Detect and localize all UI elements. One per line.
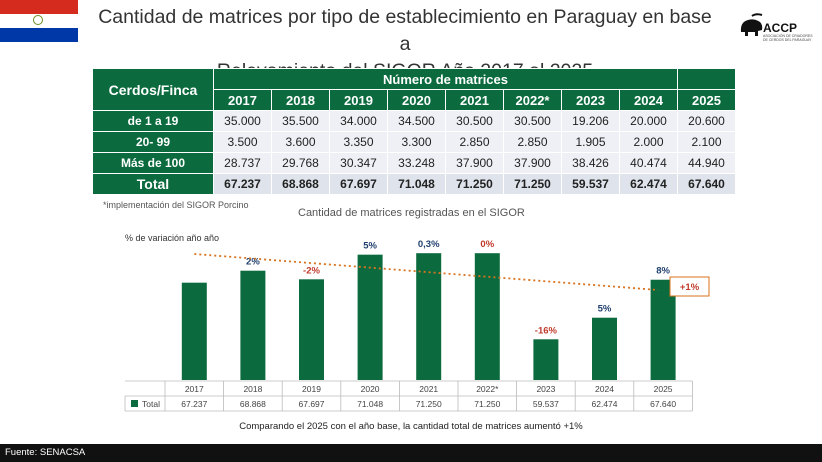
value-label: 71.250: [416, 399, 442, 409]
bar: [357, 254, 383, 380]
value-label: 71.048: [357, 399, 383, 409]
table-cell: 71.250: [445, 173, 504, 195]
value-label: 59.537: [533, 399, 559, 409]
year-header: 2024: [619, 89, 678, 111]
row-label: Más de 100: [92, 152, 214, 174]
table-cell: 67.237: [213, 173, 272, 195]
row-label: Total: [92, 173, 214, 195]
pig-logo-icon: [740, 13, 763, 36]
table-cell: 1.905: [561, 131, 620, 153]
table-cell: 30.347: [329, 152, 388, 174]
table-cell: 40.474: [619, 152, 678, 174]
value-label: 68.868: [240, 399, 266, 409]
variation-label: 0%: [480, 239, 494, 250]
table-cell: 71.048: [387, 173, 446, 195]
chart-title: Cantidad de matrices registradas en el S…: [298, 207, 525, 219]
table-cell: 3.500: [213, 131, 272, 153]
table-cell: 35.500: [271, 110, 330, 132]
year-header-last: 2025: [677, 89, 736, 111]
bar: [240, 270, 266, 380]
table-row: Más de 100 28.737 29.768 30.347 33.248 37.900…: [92, 152, 736, 174]
flag-seal-icon: [33, 15, 43, 25]
value-label: 62.474: [592, 399, 618, 409]
table-cell-last: 44.940: [677, 152, 736, 174]
table-cell-last: 20.600: [677, 110, 736, 132]
legend-label: Total: [142, 399, 160, 409]
table-row: de 1 a 19 35.000 35.500 34.000 34.500 30.500 3…: [92, 110, 736, 132]
variation-label: 5%: [598, 304, 612, 315]
group-header: Número de matrices: [213, 68, 678, 90]
footer-bar: Fuente: SENACSA: [0, 444, 822, 462]
table-cell: 59.537: [561, 173, 620, 195]
category-label: 2023: [536, 384, 555, 394]
row-label: 20- 99: [92, 131, 214, 153]
category-label: 2025: [654, 384, 673, 394]
table-cell: 33.248: [387, 152, 446, 174]
paraguay-flag: [0, 0, 78, 42]
table-cell: 3.600: [271, 131, 330, 153]
year-header: 2018: [271, 89, 330, 111]
table-cell: 35.000: [213, 110, 272, 132]
table-cell: 67.697: [329, 173, 388, 195]
table-cell: 30.500: [445, 110, 504, 132]
bar: [299, 279, 324, 380]
table-cell: 3.350: [329, 131, 388, 153]
table-cell: 2.850: [445, 131, 504, 153]
variation-label: 5%: [363, 241, 377, 252]
table-cell: 3.300: [387, 131, 446, 153]
table-corner-label: Cerdos/Finca: [92, 68, 214, 111]
bar: [474, 253, 500, 380]
table-cell: 29.768: [271, 152, 330, 174]
category-label: 2024: [595, 384, 614, 394]
category-label: 2019: [302, 384, 321, 394]
table-row: 20- 99 3.500 3.600 3.350 3.300 2.850 2.850 1.90…: [92, 131, 736, 153]
table-footnote: *implementación del SIGOR Porcino: [103, 200, 249, 210]
trend-label-box: [669, 276, 710, 297]
table-cell: 68.868: [271, 173, 330, 195]
bar: [592, 317, 617, 380]
category-label: 2020: [361, 384, 380, 394]
variation-label: 0,3%: [418, 239, 440, 250]
table-cell: 62.474: [619, 173, 678, 195]
row-label: de 1 a 19: [92, 110, 214, 132]
source-text: Fuente: SENACSA: [5, 447, 86, 458]
table-cell: 20.000: [619, 110, 678, 132]
trend-label: +1%: [680, 282, 700, 293]
variation-label: % de variación año año: [125, 233, 220, 243]
comparison-text: Comparando el 2025 con el año base, la c…: [239, 421, 583, 432]
category-label: 2022*: [476, 384, 499, 394]
table-cell: 37.900: [503, 152, 562, 174]
value-label: 67.697: [299, 399, 325, 409]
year-header: 2020: [387, 89, 446, 111]
category-label: 2021: [419, 384, 438, 394]
category-label: 2017: [185, 384, 204, 394]
accp-logo: ACCP ASOCIACIÓN DE CRIADORES DE CERDOS D…: [738, 12, 818, 46]
year-header: 2017: [213, 89, 272, 111]
variation-label: -16%: [535, 325, 558, 336]
year-header: 2021: [445, 89, 504, 111]
year-header: 2019: [329, 89, 388, 111]
bar: [181, 282, 207, 380]
matrices-table: Cerdos/Finca Número de matrices 2017 2018…: [92, 68, 736, 195]
category-label: 2018: [243, 384, 262, 394]
bar: [416, 253, 442, 380]
year-header-row: 2017 2018 2019 2020 2021 2022* 2023 2024 2025: [93, 89, 736, 111]
legend-swatch: [131, 400, 138, 407]
bar: [533, 339, 559, 380]
value-label: 67.237: [181, 399, 207, 409]
table-cell-last: 67.640: [677, 173, 736, 195]
table-cell: 38.426: [561, 152, 620, 174]
table-cell: 2.000: [619, 131, 678, 153]
table-cell: 37.900: [445, 152, 504, 174]
variation-label: -2%: [303, 265, 320, 276]
variation-label: 2%: [246, 257, 260, 268]
year-header: 2022*: [503, 89, 562, 111]
year-header: 2023: [561, 89, 620, 111]
variation-label: 8%: [656, 266, 670, 277]
value-label: 67.640: [650, 399, 676, 409]
value-label: 71.250: [474, 399, 500, 409]
table-row: Total 67.237 68.868 67.697 71.048 71.250 71.25…: [92, 173, 736, 195]
